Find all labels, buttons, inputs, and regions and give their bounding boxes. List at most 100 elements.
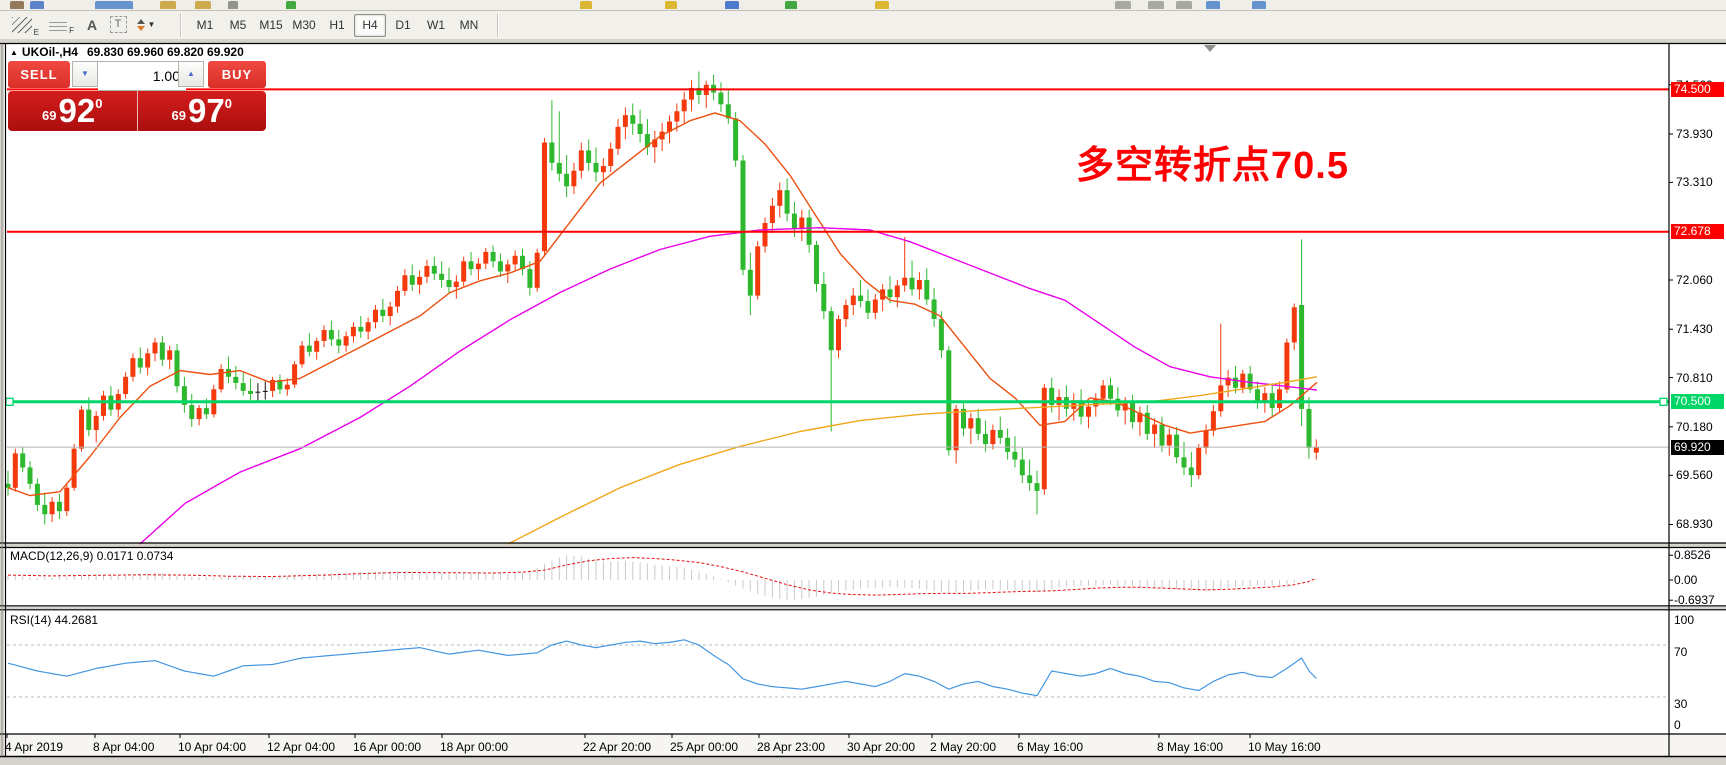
ohlc-values: 69.830 69.960 69.820 69.920 <box>86 45 244 59</box>
arrows-tool-button[interactable]: ▼ <box>132 13 160 36</box>
timeframe-mn-button[interactable]: MN <box>459 18 479 32</box>
label-icon: T <box>109 16 127 33</box>
buy-button[interactable]: BUY <box>208 61 266 88</box>
timeframe-m5-button[interactable]: M5 <box>229 18 247 32</box>
chart-annotation-text: 多空转折点70.5 <box>1076 145 1349 187</box>
date-tick-label: 30 Apr 20:00 <box>847 740 916 754</box>
rsi-tick-label: 70 <box>1674 645 1688 659</box>
date-tick-label: 10 May 16:00 <box>1248 740 1321 754</box>
toolbar-icon-partial[interactable] <box>1148 1 1164 9</box>
one-click-trading-panel: SELL ▼ ▲ BUY 69920 69970 <box>8 61 266 131</box>
ask-price-big: 97 <box>188 92 225 129</box>
toolbar-icon-partial[interactable] <box>1252 1 1266 9</box>
price-tick-label: 70.810 <box>1676 370 1713 385</box>
price-badge-72.678: 72.678 <box>1671 224 1724 240</box>
symbol-label: UKOil-,H4 <box>21 45 78 59</box>
chart-shift-marker[interactable] <box>1204 45 1216 52</box>
ma-mid <box>139 226 1318 545</box>
arrows-icon <box>136 18 145 31</box>
toolbar-separator <box>497 13 498 37</box>
bid-price-sup: 0 <box>95 96 103 111</box>
fibonacci-tool-button[interactable]: F <box>44 13 74 36</box>
volume-input[interactable] <box>98 61 186 91</box>
date-tick-label: 12 Apr 04:00 <box>267 740 336 754</box>
timeframe-w1-button[interactable]: W1 <box>427 18 445 32</box>
toolbar-icon-partial[interactable] <box>95 1 133 9</box>
toolbar-icon-partial[interactable] <box>228 1 238 9</box>
toolbar-icon-partial[interactable] <box>10 1 24 9</box>
toolbar-icon-partial[interactable] <box>665 1 677 9</box>
date-tick-label: 18 Apr 00:00 <box>440 740 509 754</box>
date-tick-label: 6 May 16:00 <box>1017 740 1084 754</box>
volume-decrease-button[interactable]: ▼ <box>72 61 98 87</box>
date-tick-label: 25 Apr 00:00 <box>670 740 739 754</box>
price-badge-74.500: 74.500 <box>1671 81 1724 97</box>
date-tick-label: 16 Apr 00:00 <box>353 740 422 754</box>
timeframe-h1-button[interactable]: H1 <box>329 18 345 32</box>
date-tick-label: 2 May 20:00 <box>930 740 997 754</box>
macd-signal-line <box>7 557 1317 596</box>
text-icon: A <box>86 16 98 33</box>
toolbar-icon-partial[interactable] <box>286 1 296 9</box>
timeframe-d1-button[interactable]: D1 <box>395 18 411 32</box>
macd-tick-label: 0.8526 <box>1674 548 1711 563</box>
collapse-arrow-icon[interactable]: ▲ <box>10 48 18 57</box>
price-tick-label: 73.310 <box>1676 175 1713 190</box>
price-badge-70.500: 70.500 <box>1671 394 1724 410</box>
timeframe-m15-button[interactable]: M15 <box>259 18 283 32</box>
volume-increase-button[interactable]: ▲ <box>178 61 204 87</box>
price-tick-label: 73.930 <box>1676 126 1713 141</box>
rsi-tick-label: 100 <box>1674 612 1695 627</box>
date-tick-label: 8 May 16:00 <box>1157 740 1224 754</box>
toolbar-icon-partial[interactable] <box>1176 1 1192 9</box>
equidistant-channel-tool-button[interactable]: E <box>8 13 39 37</box>
rsi-line <box>7 639 1317 697</box>
ask-price-small: 69 <box>171 108 186 123</box>
timeframe-h4-button[interactable]: H4 <box>354 14 386 37</box>
macd-tick-label: 0.00 <box>1674 573 1698 587</box>
bid-ask-display: 69920 69970 <box>8 91 266 131</box>
toolbar-row-partial <box>0 0 1726 11</box>
fibonacci-icon: F <box>49 18 74 35</box>
date-tick-label: 10 Apr 04:00 <box>178 740 247 754</box>
bid-price[interactable]: 69920 <box>8 91 138 131</box>
channel-icon: E <box>12 16 39 37</box>
price-tick-label: 69.560 <box>1676 468 1713 483</box>
toolbar-icon-partial[interactable] <box>785 1 797 9</box>
bid-price-big: 92 <box>58 92 96 129</box>
toolbar-icon-partial[interactable] <box>580 1 592 9</box>
date-tick-label: 22 Apr 20:00 <box>583 740 652 754</box>
rsi-indicator-label: RSI(14) 44.2681 <box>10 613 99 627</box>
timeframe-m30-button[interactable]: M30 <box>292 18 316 32</box>
dropdown-caret-icon: ▼ <box>147 20 156 29</box>
toolbar: E F A T ▼ M1 M5 M15 M30 H1 H4 D1 W1 MN <box>0 11 1726 39</box>
toolbar-icon-partial[interactable] <box>1115 1 1131 9</box>
price-badge-69.920: 69.920 <box>1671 439 1724 455</box>
timeframe-m1-button[interactable]: M1 <box>196 18 214 32</box>
toolbar-icon-partial[interactable] <box>725 1 739 9</box>
toolbar-icon-partial[interactable] <box>875 1 889 9</box>
macd-indicator-label: MACD(12,26,9) 0.0171 0.0734 <box>10 549 174 563</box>
rsi-tick-label: 0 <box>1674 718 1681 732</box>
date-tick-label: 28 Apr 23:00 <box>757 740 826 754</box>
toolbar-icon-partial[interactable] <box>1206 1 1220 9</box>
toolbar-icon-partial[interactable] <box>30 1 44 9</box>
text-tool-button[interactable]: A <box>78 13 106 36</box>
bid-price-small: 69 <box>42 108 57 123</box>
ma-slow <box>507 376 1318 545</box>
date-tick-label: 4 Apr 2019 <box>5 740 64 754</box>
text-label-tool-button[interactable]: T <box>104 13 132 36</box>
date-tick-label: 8 Apr 04:00 <box>93 740 155 754</box>
toolbar-icon-partial[interactable] <box>160 1 176 9</box>
price-tick-label: 70.180 <box>1676 419 1713 434</box>
toolbar-icon-partial[interactable] <box>195 1 211 9</box>
toolbar-separator <box>180 13 181 37</box>
ask-price[interactable]: 69970 <box>138 91 267 131</box>
price-tick-label: 71.430 <box>1676 322 1713 337</box>
chart-title: ▲ UKOil-,H4 69.830 69.960 69.820 69.920 <box>10 45 244 59</box>
rsi-tick-label: 30 <box>1674 697 1688 711</box>
ask-price-sup: 0 <box>224 96 232 111</box>
sell-button[interactable]: SELL <box>8 61 70 88</box>
